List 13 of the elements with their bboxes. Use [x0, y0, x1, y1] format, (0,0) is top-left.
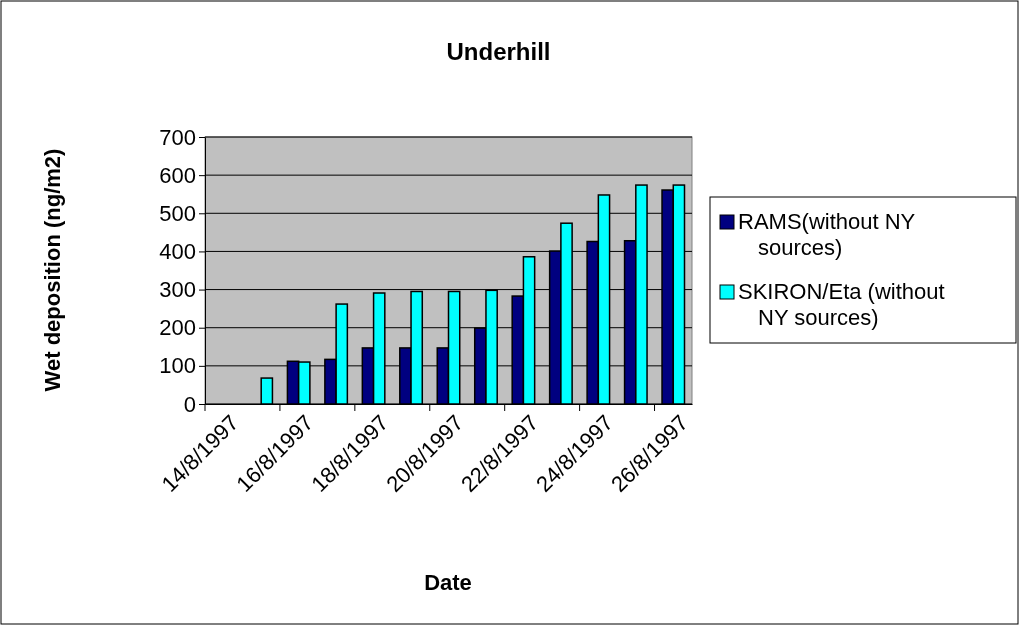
- legend-label: RAMS(without NY sources): [738, 209, 916, 260]
- y-tick-label: 0: [183, 391, 196, 417]
- x-axis-title: Date: [424, 570, 472, 595]
- y-tick-label: 400: [159, 238, 196, 264]
- chart-title: Underhill: [446, 38, 551, 65]
- y-tick-label: 600: [159, 162, 196, 188]
- y-tick-label: 200: [159, 315, 196, 341]
- legend-label: SKIRON/Eta (without NY sources): [738, 279, 945, 330]
- y-tick-label: 500: [159, 200, 196, 226]
- y-tick-label: 300: [159, 277, 196, 303]
- y-axis-title: Wet deposition (ng/m2): [40, 148, 65, 392]
- y-tick-label: 700: [159, 124, 196, 150]
- y-tick-label: 100: [159, 353, 196, 379]
